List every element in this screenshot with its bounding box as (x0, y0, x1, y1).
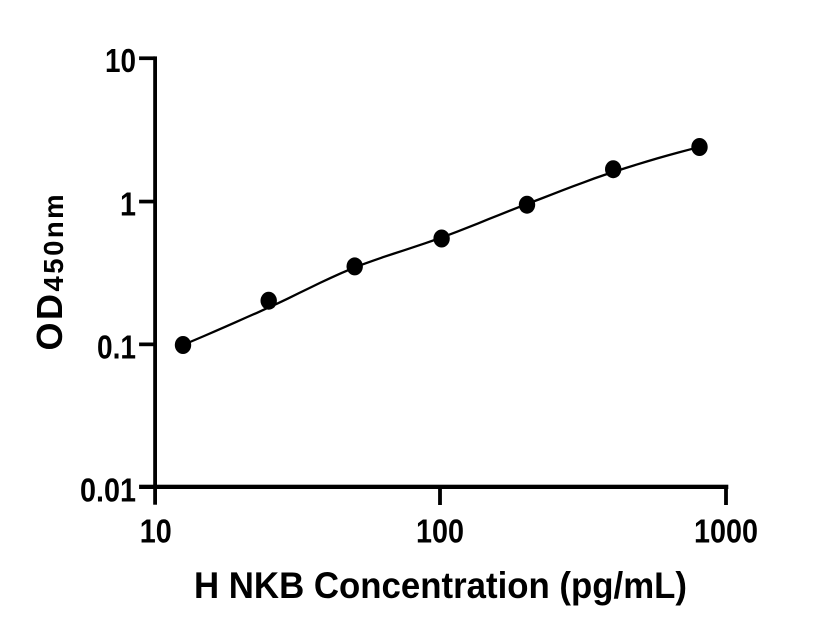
svg-text:100: 100 (416, 513, 464, 550)
svg-text:0.1: 0.1 (97, 328, 136, 365)
svg-text:1000: 1000 (694, 513, 758, 550)
svg-text:H NKB Concentration (pg/mL): H NKB Concentration (pg/mL) (194, 565, 687, 606)
svg-text:10: 10 (140, 513, 172, 550)
svg-text:0.01: 0.01 (80, 471, 136, 508)
svg-text:1: 1 (120, 186, 136, 223)
svg-text:10: 10 (105, 42, 136, 79)
